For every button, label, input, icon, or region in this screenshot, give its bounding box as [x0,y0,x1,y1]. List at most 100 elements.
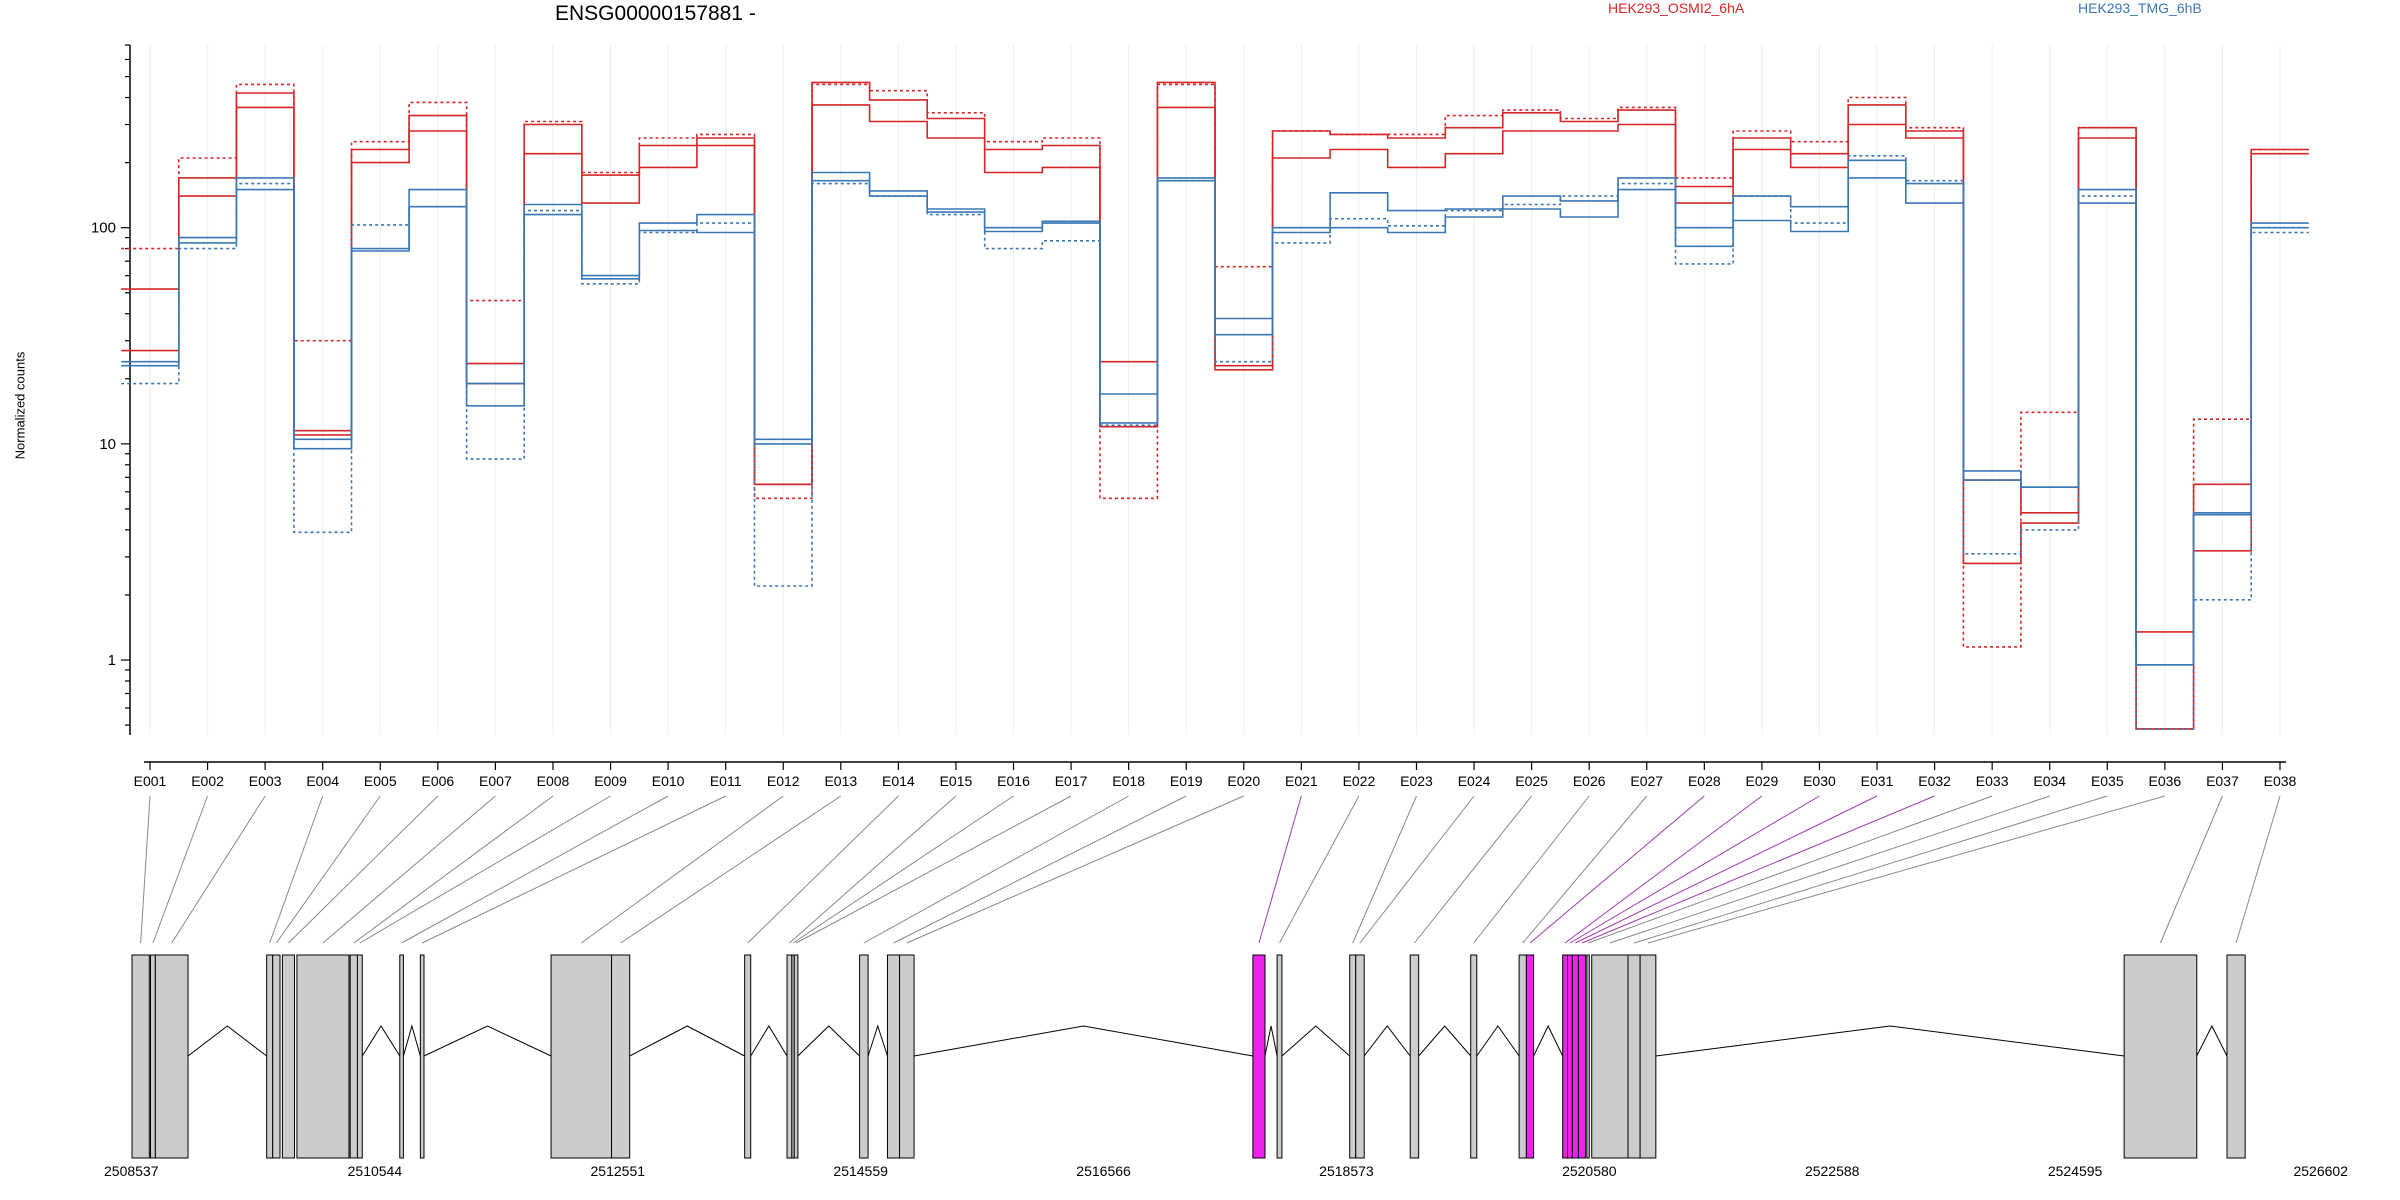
exon-box [793,954,799,1159]
exon-link [359,795,611,944]
exon-box [899,954,915,1159]
x-tick-label: E034 [2033,773,2066,789]
exon-link [893,795,1187,944]
x-tick-label: E012 [767,773,800,789]
exon-box [1276,954,1283,1159]
exon-link [747,795,899,944]
exon-link [1522,795,1648,944]
intron [1281,1025,1351,1057]
y-axis-label: Normalized counts [12,351,28,460]
x-tick-label: E019 [1170,773,1203,789]
exon-box [154,954,189,1159]
intron [1418,1025,1472,1057]
exon-link [2159,795,2223,944]
exon-box [1518,954,1527,1159]
x-tick-label: E018 [1112,773,1145,789]
genomic-tick-label: 2524595 [2048,1163,2103,1179]
x-tick-label: E001 [134,773,167,789]
x-tick-label: E009 [594,773,627,789]
legend-entry-tmg: HEK293_TMG_6hB [2078,0,2202,16]
exon-link [1414,795,1533,944]
x-tick-label: E015 [940,773,973,789]
intron [797,1025,860,1057]
x-tick-label: E021 [1285,773,1318,789]
intron [750,1025,788,1057]
exon-link [269,795,324,944]
exon-box [1349,954,1357,1159]
exon-box [1627,954,1641,1159]
exon-box [1577,954,1587,1159]
series-line-5 [121,155,2309,730]
intron [913,1025,1253,1057]
exon-link [1473,795,1590,944]
genomic-tick-label: 2510544 [348,1163,403,1179]
exon-box [281,954,296,1159]
intron [867,1024,888,1057]
exon-box [1470,954,1478,1159]
legend-entry-osmi2: HEK293_OSMI2_6hA [1608,0,1745,16]
exon-box [1586,954,1590,1159]
x-tick-label: E022 [1343,773,1376,789]
x-tick-label: E024 [1458,773,1491,789]
exon-box [611,954,631,1159]
intron [187,1025,267,1057]
exon-link [795,795,1072,944]
x-tick-label: E036 [2149,773,2182,789]
exon-link [1529,795,1705,944]
exon-link [1633,795,2108,944]
exon-box [2123,954,2198,1159]
x-tick-label: E029 [1746,773,1779,789]
intron [1264,1025,1278,1057]
exon-box [296,954,350,1159]
y-tick-label: 1 [108,652,116,669]
intron [423,1025,552,1057]
exon-link [421,795,726,944]
exon-link [1352,795,1417,944]
exon-link [1258,795,1302,944]
exon-box [399,954,404,1159]
chart-title: ENSG00000157881 - [555,2,756,25]
exon-link [353,795,554,944]
intron [1533,1024,1564,1057]
x-tick-label: E027 [1630,773,1663,789]
exon-link [620,795,842,944]
x-tick-label: E004 [306,773,339,789]
exon-link [1575,795,1878,944]
genomic-tick-label: 2512551 [591,1163,646,1179]
x-tick-label: E033 [1976,773,2009,789]
x-tick-label: E013 [824,773,857,789]
x-tick-label: E010 [652,773,685,789]
exon-link [171,795,266,944]
exon-box [1525,954,1535,1159]
x-tick-label: E011 [710,773,742,789]
exon-box [744,954,752,1159]
exon-link [401,795,669,944]
exon-box [266,954,274,1159]
x-tick-label: E008 [537,773,570,789]
genomic-tick-label: 2508537 [104,1163,159,1179]
x-tick-label: E025 [1515,773,1548,789]
exon-box [2226,954,2246,1159]
exon-box [886,954,901,1159]
genomic-tick-label: 2518573 [1319,1163,1374,1179]
exon-box [349,954,358,1159]
x-tick-label: E017 [1055,773,1088,789]
genomic-axis: 2508537 2510544 2512551 2514559 2516566 25185… [104,1163,2348,1179]
exon-link [906,795,1244,944]
x-tick-label: E028 [1688,773,1721,789]
genomic-tick-label: 2514559 [833,1163,888,1179]
exon-link [2235,795,2281,944]
genomic-tick-label: 2520580 [1562,1163,1617,1179]
x-tick-label: E030 [1803,773,1836,789]
x-tick-label: E005 [364,773,397,789]
x-tick-label: E032 [1918,773,1951,789]
x-tick-label: E023 [1400,773,1433,789]
exon-box [859,954,869,1159]
exon-link [275,795,381,944]
intron [2196,1024,2228,1057]
exon-box [550,954,613,1159]
exon-link [792,795,1014,944]
x-tick-label: E006 [421,773,454,789]
x-tick-label: E020 [1227,773,1260,789]
intron [629,1025,745,1057]
